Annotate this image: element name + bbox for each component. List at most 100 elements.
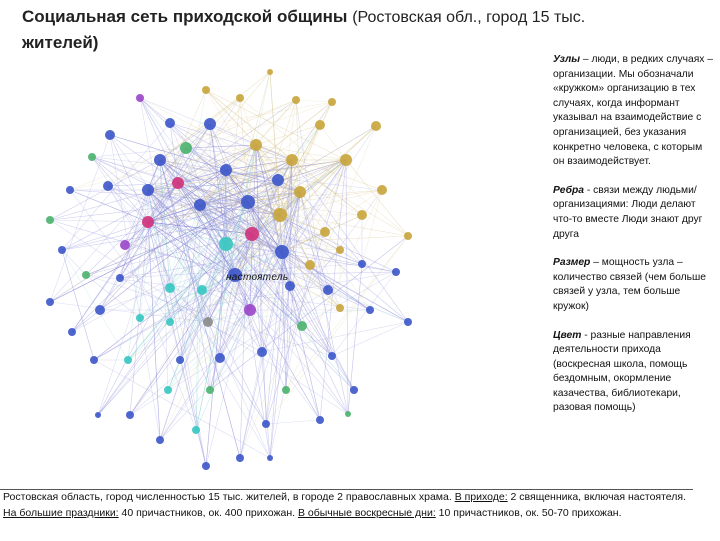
network-node <box>172 177 184 189</box>
network-node <box>323 285 333 295</box>
network-node <box>328 352 336 360</box>
network-edge <box>91 147 187 158</box>
network-edge <box>91 156 267 425</box>
network-node <box>219 237 233 251</box>
network-node <box>124 356 132 364</box>
network-edge <box>281 251 341 309</box>
network-edge <box>247 201 329 291</box>
network-node <box>292 96 300 104</box>
network-node <box>328 98 336 106</box>
network-edge <box>247 159 347 203</box>
network-edge <box>219 191 301 359</box>
network-node <box>345 411 351 417</box>
network-node <box>176 356 184 364</box>
network-edge <box>177 182 249 203</box>
network-edge <box>49 204 201 303</box>
network-edge <box>147 123 211 223</box>
network-edge <box>265 419 321 425</box>
network-edge <box>169 122 179 184</box>
network-edge <box>177 71 271 184</box>
network-edge <box>239 97 257 146</box>
network-edge <box>177 123 211 184</box>
network-node <box>206 386 214 394</box>
network-edge <box>169 309 371 323</box>
network-edge <box>147 221 236 276</box>
network-edge <box>234 274 329 291</box>
network-edge <box>225 201 249 245</box>
network-edge <box>61 191 301 251</box>
network-edge <box>129 233 253 416</box>
network-node <box>220 164 232 176</box>
network-edge <box>295 99 333 103</box>
network-node <box>95 305 105 315</box>
network-edge <box>195 289 203 431</box>
title-main: Социальная сеть приходской общины <box>22 7 348 26</box>
network-edge <box>147 221 161 441</box>
legend-edges-term: Ребра <box>553 184 584 196</box>
network-edge <box>159 243 227 441</box>
network-edge <box>199 204 281 216</box>
network-node <box>46 216 54 224</box>
network-edge <box>251 233 355 391</box>
network-edge <box>159 357 221 441</box>
network-edge <box>207 159 293 323</box>
network-edge <box>327 289 409 323</box>
network-edge <box>147 201 249 223</box>
network-edge <box>255 144 383 191</box>
network-edge <box>201 289 251 311</box>
network-edge <box>61 249 87 276</box>
network-node <box>358 260 366 268</box>
network-edge <box>139 159 161 319</box>
network-edge <box>225 71 271 245</box>
network-edge <box>177 182 253 235</box>
rector-node-label: настоятель <box>226 272 289 283</box>
network-edge <box>49 219 149 223</box>
network-edge <box>93 274 236 361</box>
network-edge <box>195 144 257 431</box>
network-edge <box>247 201 291 287</box>
network-node <box>82 271 90 279</box>
network-node <box>136 314 144 322</box>
network-edge <box>177 159 293 184</box>
network-edge <box>159 159 227 245</box>
network-edge <box>147 182 179 223</box>
network-edge <box>147 189 203 291</box>
network-edge <box>361 189 383 265</box>
network-edge <box>107 182 179 187</box>
network-edge <box>239 97 409 237</box>
network-edge <box>169 204 201 323</box>
network-edge <box>225 179 279 245</box>
network-edge <box>265 285 291 425</box>
network-edge <box>49 201 249 303</box>
network-node <box>204 118 216 130</box>
network-edge <box>147 189 263 353</box>
network-edge <box>159 159 283 253</box>
network-edge <box>219 169 227 359</box>
network-edge <box>199 204 281 216</box>
network-edge <box>219 233 253 359</box>
network-edge <box>147 159 293 223</box>
network-edge <box>177 99 297 184</box>
network-node <box>192 426 200 434</box>
title-main-continued: жителей) <box>22 33 99 52</box>
network-edge <box>139 97 363 216</box>
network-node <box>262 420 270 428</box>
network-edge <box>97 147 187 416</box>
network-edge <box>159 159 347 441</box>
network-edge <box>285 159 293 391</box>
network-edge <box>179 144 257 361</box>
network-edge <box>225 191 301 245</box>
legend-color-term: Цвет <box>553 329 582 341</box>
network-edge <box>49 219 349 415</box>
network-edge <box>129 233 253 416</box>
network-edge <box>85 274 333 357</box>
network-edge <box>139 201 249 319</box>
network-edge <box>49 147 187 303</box>
footer-label-parish: В приходе: <box>454 491 508 503</box>
network-edge <box>147 144 257 191</box>
network-edge <box>199 179 279 206</box>
network-node <box>267 69 273 75</box>
network-edge <box>279 124 321 216</box>
network-edge <box>147 169 227 191</box>
network-edge <box>127 189 383 361</box>
